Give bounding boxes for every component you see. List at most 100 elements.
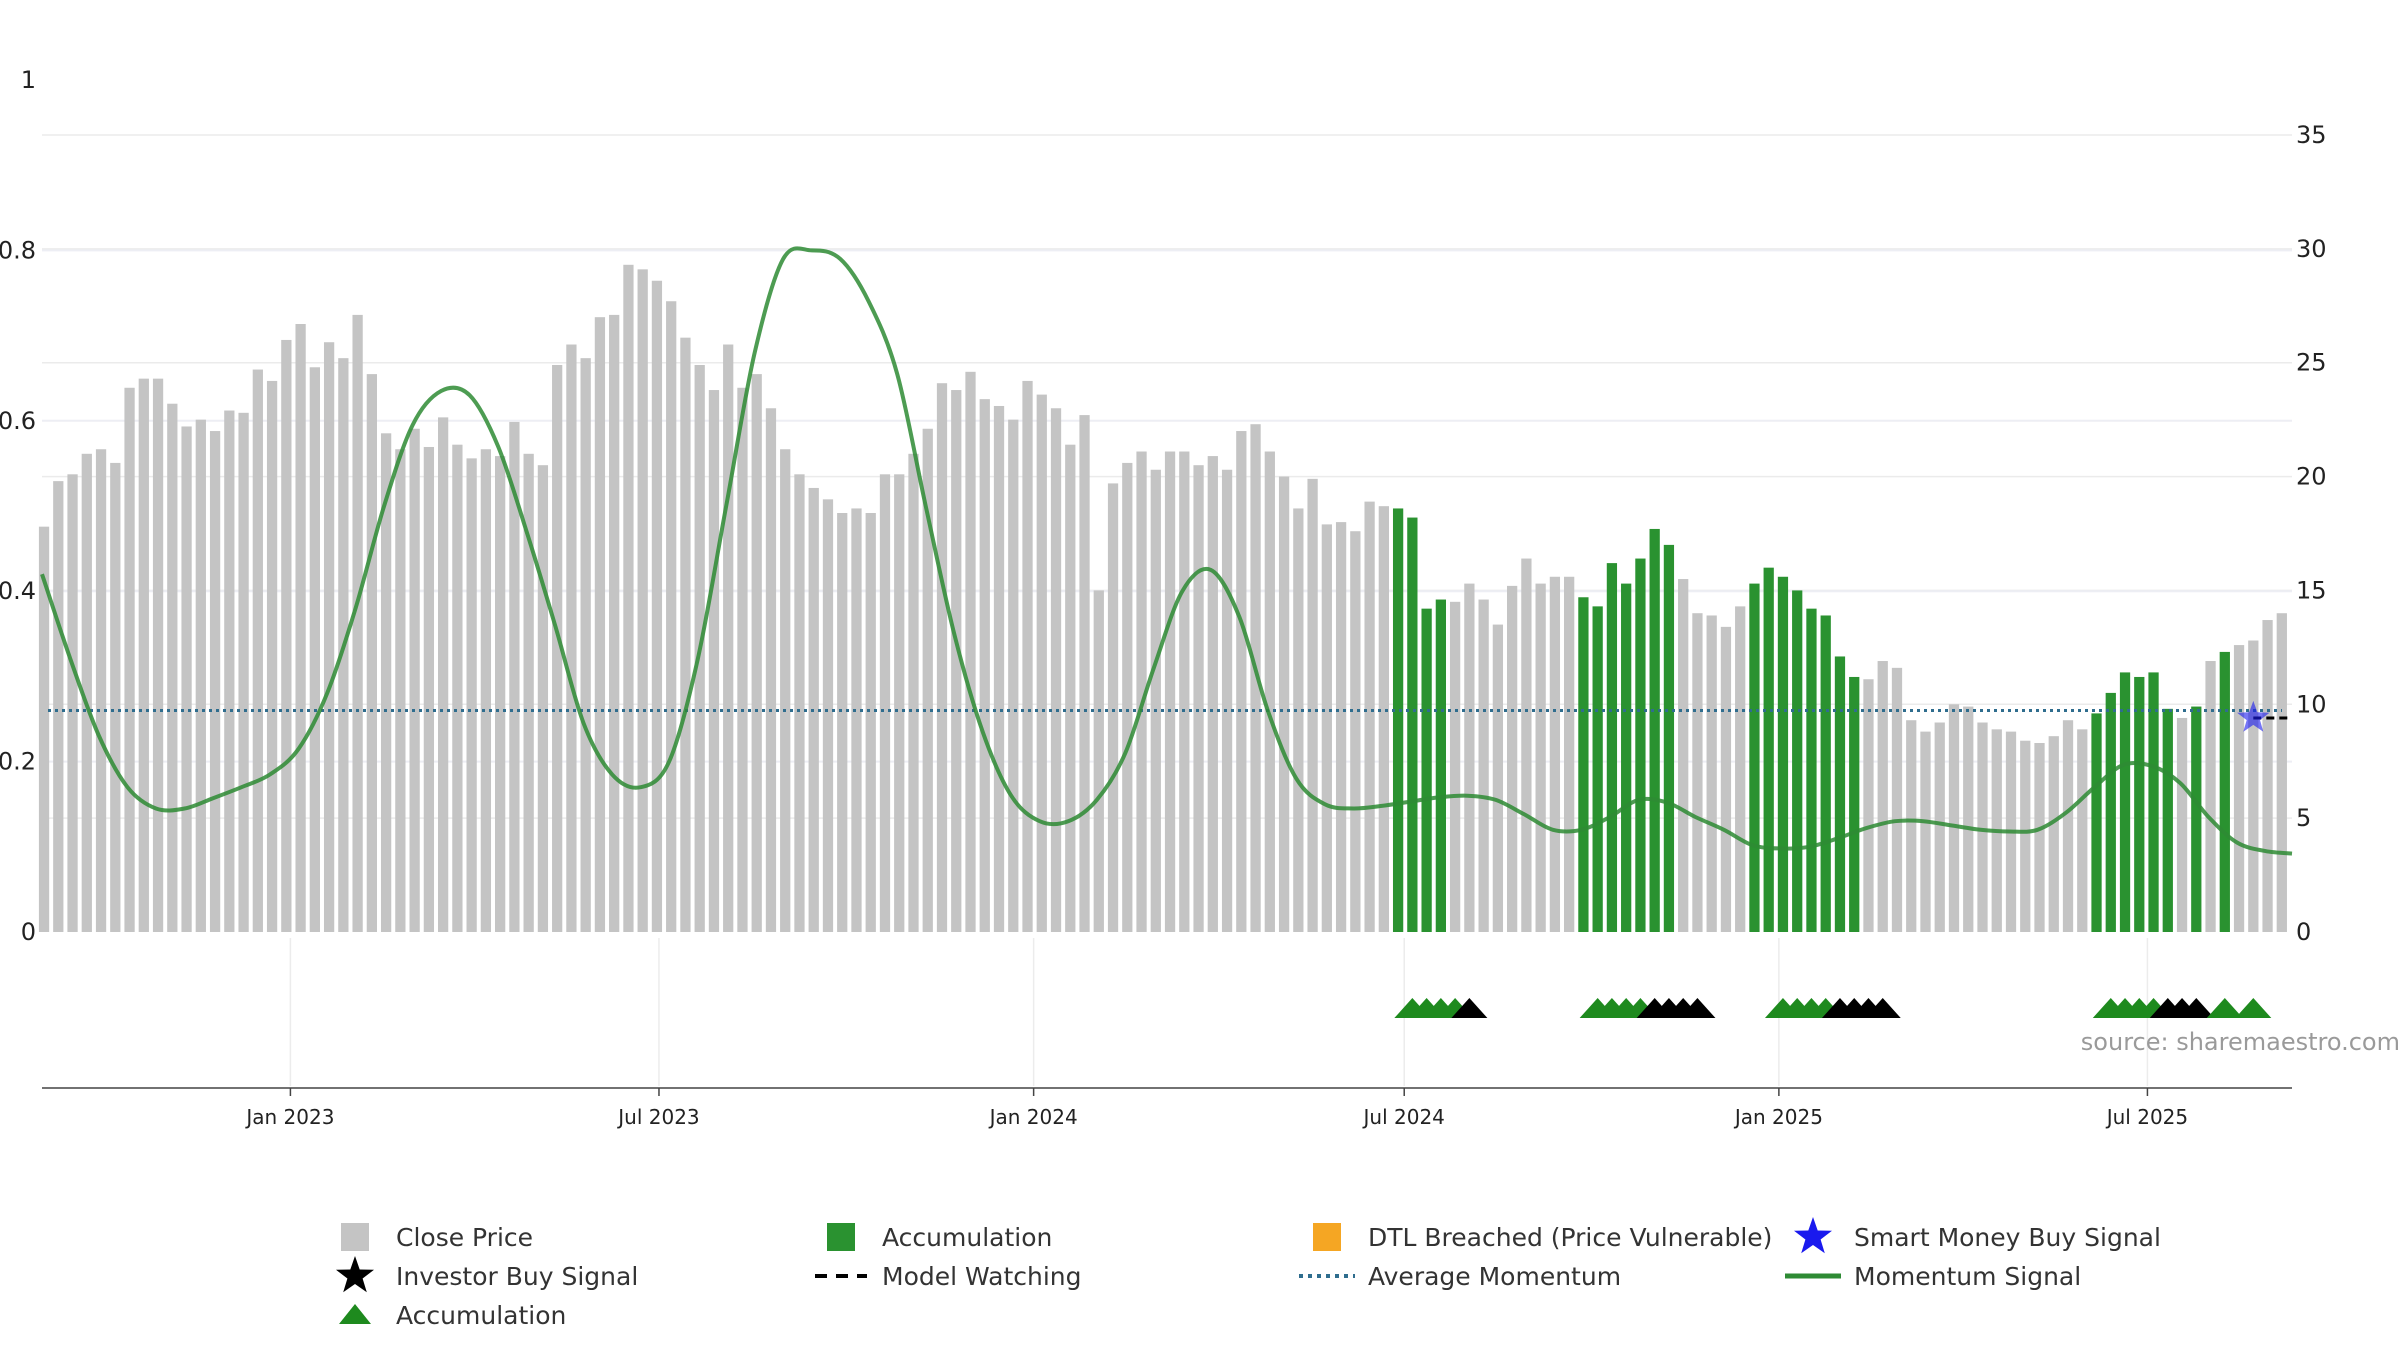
close-price-bar [181,426,192,932]
close-price-bar [238,412,249,933]
left-tick-label: 0.8 [0,236,36,264]
close-price-bar [1036,394,1047,932]
legend-symbol-dtl [1313,1223,1341,1251]
right-tick-label: 20 [2296,463,2327,491]
close-price-bar [922,428,933,932]
close-price-bar [2233,645,2245,932]
accumulation-marker [2235,998,2272,1018]
close-price-bar [1521,558,1532,932]
legend-label: Model Watching [882,1262,1082,1291]
axes-layer: Jan 2023 Jul 2023 Jan 2024 Jul 2024 Jan 2025… [0,66,2327,1129]
close-price-bar [1221,469,1233,932]
close-price-bar [1863,679,1874,932]
right-tick-label: 0 [2296,918,2311,946]
close-price-bar [708,390,720,932]
close-price-bar [609,314,620,932]
legend-label: Momentum Signal [1854,1262,2081,1291]
close-price-bar [495,456,506,932]
close-price-bar [894,474,905,932]
close-price-bar [1934,722,1945,932]
close-price-bar [1478,599,1489,932]
momentum-signal-line [40,246,2293,856]
investor-marker [1679,998,1716,1018]
accumulation-bar [1749,583,1760,932]
accumulation-bar [1806,608,1817,932]
close-price-bar [152,378,164,932]
legend-symbol-close-price [341,1223,369,1251]
accumulation-bar [2191,706,2202,932]
close-price-bar [352,314,363,932]
accumulation-bar [1792,590,1803,932]
left-tick-label: 0 [21,918,36,946]
close-price-bar [908,453,919,932]
close-price-bar [366,374,377,933]
legend-label: Accumulation [396,1301,566,1330]
close-price-bar [195,419,206,933]
close-price-bar [1164,451,1176,932]
close-price-bar [1492,624,1504,932]
accumulation-bar [2148,672,2159,932]
close-price-bar [552,364,563,932]
close-price-bar [1948,704,1960,932]
close-price-bar [1136,451,1147,932]
legend-symbol-investor [336,1256,374,1293]
source-label: source: sharemaestro.com [2081,1028,2400,1056]
close-price-bar [1678,579,1689,932]
smart-money-star [2237,700,2270,732]
investor-marker [1864,998,1901,1018]
close-price-bar [1293,508,1304,932]
close-price-bar [266,380,278,933]
close-price-bar [67,474,78,932]
close-price-bar [951,390,962,932]
close-price-bar [124,387,135,933]
close-price-bar [323,342,335,933]
close-price-bar [110,462,121,932]
close-price-bar [1122,462,1133,932]
close-price-bars [38,264,2287,933]
close-price-bar [224,410,235,932]
close-price-bar [1735,606,1746,932]
close-price-bar [865,513,876,932]
close-price-bar [1720,626,1732,932]
close-price-bar [2048,736,2059,932]
close-price-bar [1321,524,1332,932]
legend-symbol-accumulation-bar [827,1223,855,1251]
legend: Close Price Accumulation DTL Breached (Pri… [336,1217,2161,1330]
close-price-bar [851,508,862,932]
close-price-bar [794,474,805,932]
close-price-bar [623,264,634,933]
close-price-bar [1079,415,1090,932]
accumulation-bar [2119,672,2131,932]
right-tick-label: 30 [2296,235,2327,263]
close-price-bar [81,453,92,932]
close-price-bar [1963,706,1974,932]
close-price-bar [2062,720,2074,932]
close-price-bar [1564,576,1575,932]
close-price-bar [38,526,50,932]
accumulation-bar [1635,558,1646,932]
close-price-bar [2262,620,2273,932]
right-tick-label: 35 [2296,121,2327,149]
accumulation-bar [1578,597,1589,932]
close-price-bar [1236,431,1247,932]
close-price-bar [1706,615,1717,932]
accumulation-bar [1421,608,1432,932]
close-price-bar [53,481,64,932]
close-price-bar [1920,731,1931,932]
legend-label: Investor Buy Signal [396,1262,638,1291]
marker-layer [1394,998,2272,1018]
x-tick-label: Jan 2025 [1733,1105,1823,1129]
close-price-bar [837,513,848,932]
close-price-bar [1350,531,1361,932]
accumulation-marker [2206,998,2243,1018]
close-price-bar [2248,640,2259,932]
right-tick-label: 15 [2296,576,2327,604]
accumulation-bar [1649,528,1660,932]
legend-label: DTL Breached (Price Vulnerable) [1368,1223,1772,1252]
close-price-bar [209,431,221,932]
accumulation-bar [1621,583,1632,932]
close-price-bar [2205,661,2216,932]
close-price-bar [2077,729,2088,932]
right-tick-label: 10 [2296,690,2327,718]
